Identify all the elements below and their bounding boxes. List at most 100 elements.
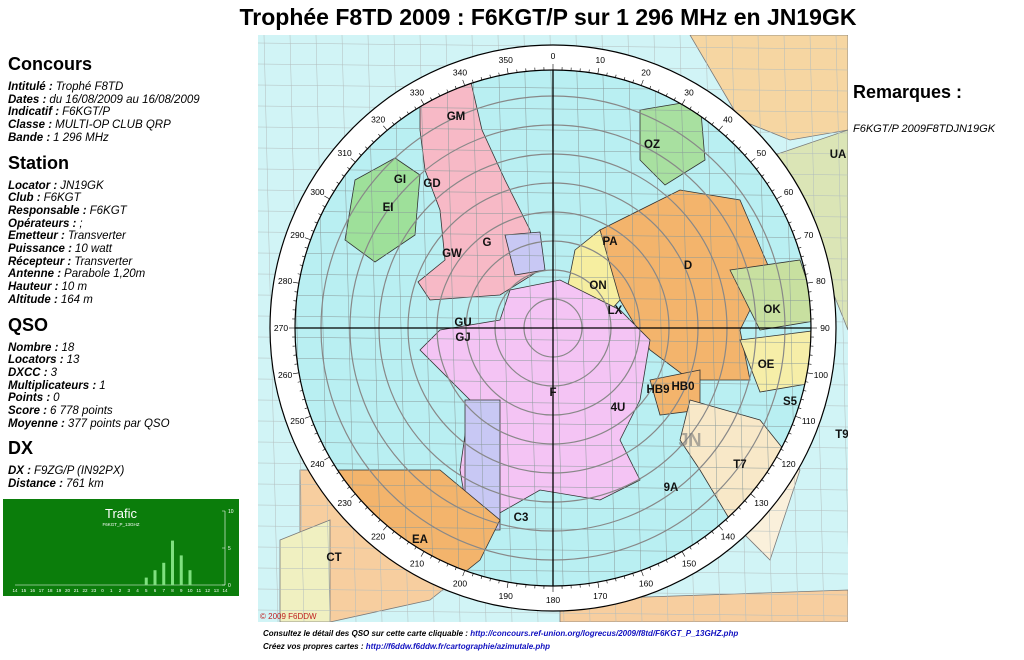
country-label: D: [684, 260, 692, 272]
x-tick-label: 3: [127, 588, 130, 593]
bearing-label: 260: [278, 370, 292, 380]
ring-tick: [665, 559, 668, 563]
ring-tick: [318, 213, 322, 216]
info-label: Classe :: [8, 119, 53, 132]
bearing-label: 130: [754, 498, 768, 508]
footer-link[interactable]: http://concours.ref-union.org/logrecus/2…: [470, 629, 739, 638]
country-label: 4U: [611, 402, 626, 414]
ring-tick: [803, 264, 807, 266]
ring-tick: [697, 111, 700, 115]
bearing-label: 90: [820, 323, 830, 333]
land: [689, 35, 848, 141]
ring-tick: [798, 247, 802, 249]
ring-tick: [414, 546, 417, 550]
ring-tick: [761, 174, 765, 177]
footer-link[interactable]: http://f6ddw.f6ddw.fr/cartographie/azimu…: [365, 642, 551, 651]
ring-tick: [331, 464, 335, 467]
ring-tick: [681, 551, 686, 557]
ring-tick: [350, 158, 356, 163]
x-tick-label: 12: [205, 588, 211, 593]
bearing-label: 340: [453, 67, 467, 77]
ring-tick: [310, 229, 314, 232]
ring-tick: [310, 424, 314, 427]
ring-tick: [358, 500, 362, 503]
ring-tick: [304, 237, 311, 241]
country-label: ON: [589, 280, 606, 292]
info-row: Bande :1 296 MHz: [8, 132, 248, 145]
x-tick-label: 5: [145, 588, 148, 593]
bearing-label: 350: [499, 55, 513, 65]
ring-tick: [615, 578, 617, 582]
ring-tick: [623, 77, 626, 81]
ring-tick: [341, 174, 345, 177]
footer: Consultez le détail des QSO sur cette ca…: [263, 627, 738, 653]
country-label: S5: [783, 396, 798, 408]
info-label: Hauteur :: [8, 281, 59, 294]
bearing-label: 140: [721, 531, 735, 541]
ring-tick: [292, 372, 299, 375]
country-label: HB9: [646, 384, 669, 396]
ring-tick: [324, 456, 330, 461]
ring-tick: [438, 93, 441, 97]
bar: [144, 577, 148, 585]
ring-tick: [805, 381, 809, 383]
info-label: Bande :: [8, 131, 51, 144]
ring-tick: [365, 146, 368, 149]
ring-tick: [297, 273, 301, 275]
x-tick-label: 16: [30, 588, 36, 593]
chart-background: [3, 499, 239, 596]
remarks-text: F6KGT/P 2009F8TDJN19GK: [853, 123, 996, 135]
x-tick-label: 11: [196, 588, 201, 593]
country-label: JN: [678, 430, 701, 450]
ring-tick: [299, 390, 303, 392]
locator-grid: [258, 35, 848, 622]
info-row: Locator : JN19GK: [8, 180, 248, 193]
ring-tick: [430, 97, 433, 101]
ring-band: [270, 45, 836, 611]
y-tick-label: 10: [228, 509, 234, 515]
ring-tick: [378, 519, 381, 523]
country-label: LX: [608, 305, 623, 317]
bearing-label: 270: [274, 323, 288, 333]
country-label: GM: [447, 111, 466, 123]
ring-tick: [414, 106, 417, 110]
ring-tick: [399, 116, 402, 120]
country-label: GU: [454, 317, 471, 329]
info-value: Parabole 1,20m: [64, 268, 146, 281]
ring-tick: [792, 424, 796, 427]
ring-tick: [341, 479, 345, 482]
ring-tick: [322, 205, 326, 208]
remarks-heading: Remarques :: [853, 82, 963, 102]
ring-tick: [462, 79, 466, 86]
ring-tick: [430, 555, 433, 559]
azimuthal-map[interactable]: GM GI GD EI G GW GU GJ PA ON LX D OZ OK OE HB9 HB0 F 4U S5 9…: [258, 35, 848, 622]
country-label: GW: [442, 248, 462, 260]
country-label: OK: [763, 304, 781, 316]
bearing-label: 20: [641, 67, 651, 77]
ring-tick: [506, 582, 509, 589]
ring-tick: [606, 72, 608, 76]
x-tick-label: 14: [12, 588, 18, 593]
info-label: Moyenne :: [8, 417, 65, 430]
bearing-label: 330: [410, 87, 424, 97]
info-value: 377 points par QSO: [67, 417, 170, 430]
ring-tick: [798, 407, 802, 409]
section-heading: DX: [8, 438, 34, 459]
info-label: DXCC :: [8, 366, 48, 379]
ring-tick: [665, 93, 668, 97]
ring-tick: [718, 525, 723, 531]
ring-tick: [454, 85, 457, 89]
ring-tick: [472, 79, 474, 83]
info-value: Transverter: [74, 255, 133, 268]
ring-tick: [673, 97, 676, 101]
country-label: T7: [733, 459, 746, 471]
ring-tick: [322, 448, 326, 451]
info-label: Indicatif :: [8, 106, 60, 119]
copyright: © 2009 F6DDW: [260, 612, 317, 621]
ring-tick: [336, 472, 340, 475]
bearing-label: 170: [593, 591, 607, 601]
info-value: 761 km: [65, 478, 104, 491]
info-value: 18: [61, 341, 75, 354]
bearing-label: 30: [684, 87, 694, 97]
info-label: Club :: [8, 192, 41, 205]
